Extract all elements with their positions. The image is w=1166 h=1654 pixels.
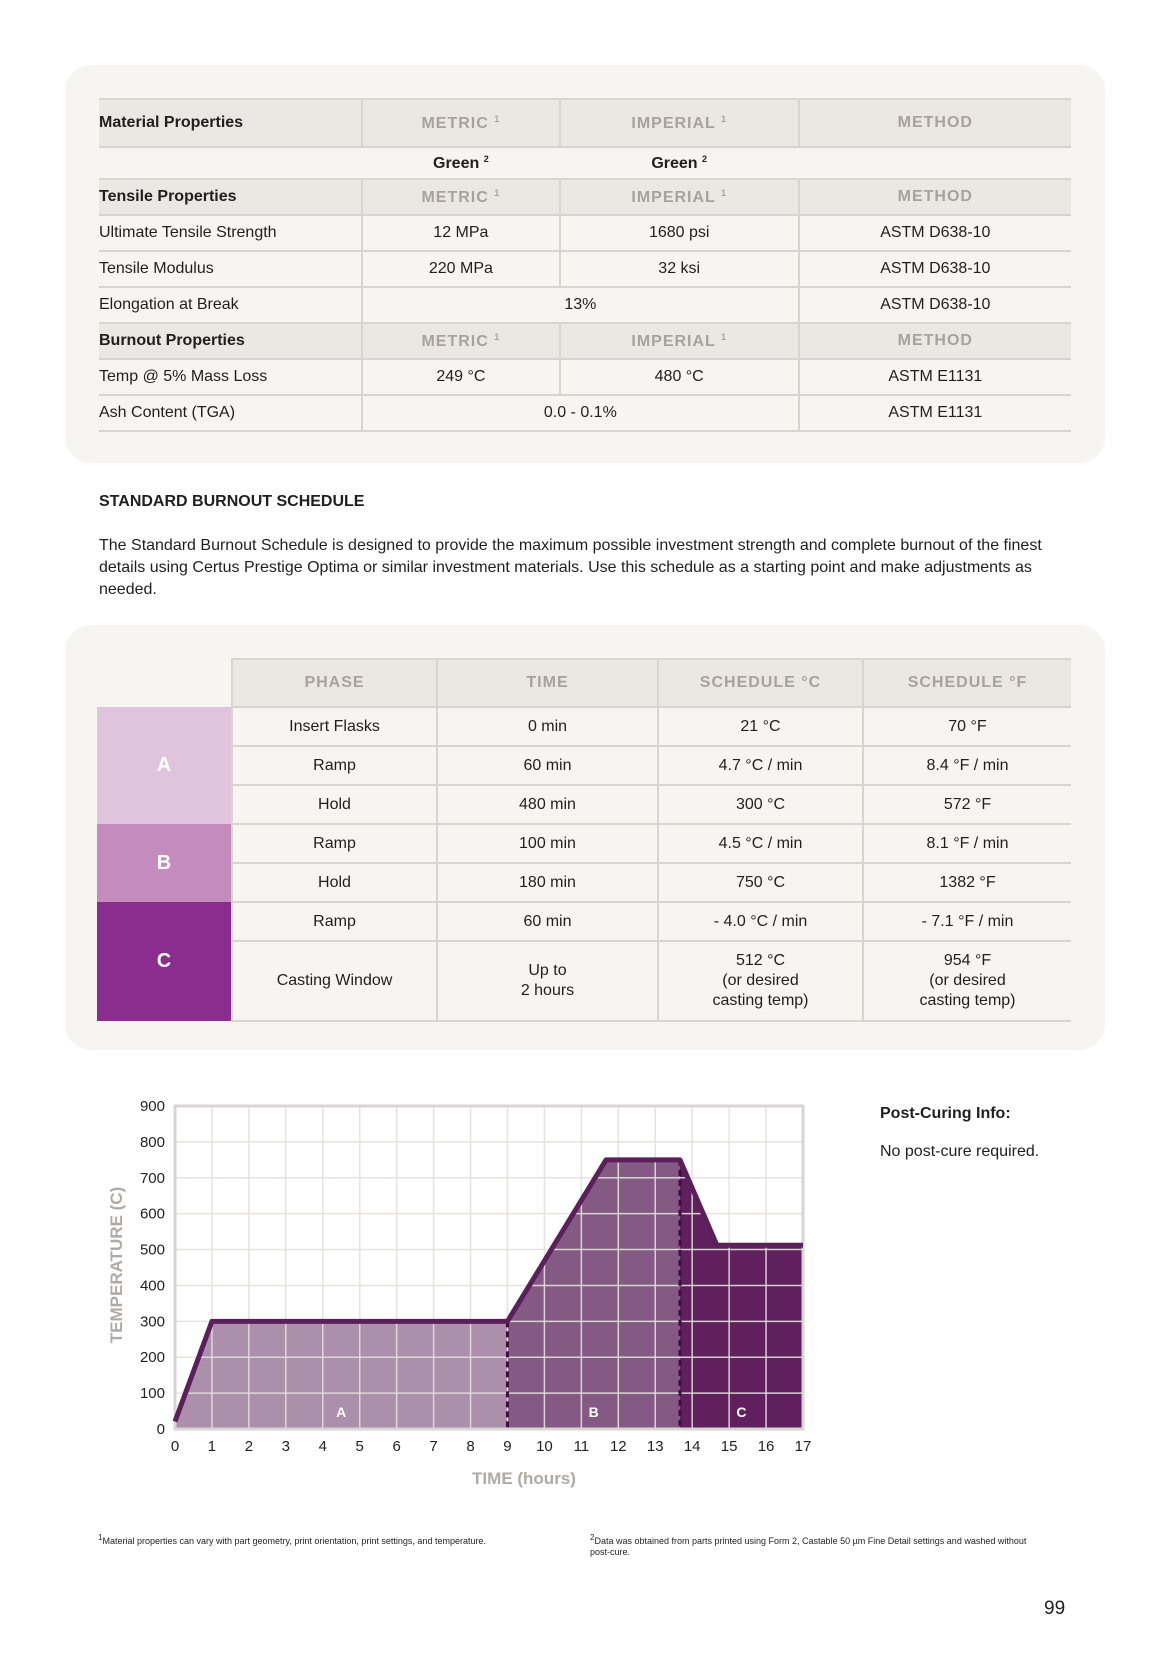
x-tick-label: 12	[610, 1438, 627, 1455]
phase-b-cell: B	[97, 824, 232, 902]
x-tick-label: 1	[208, 1438, 216, 1455]
x-axis-label: TIME (hours)	[472, 1469, 576, 1488]
header-imperial: IMPERIAL 1	[558, 98, 799, 148]
tensile-header-label: Tensile Properties	[99, 179, 362, 216]
col-schedule-f: SCHEDULE °F	[862, 658, 1071, 708]
region-c-area	[679, 1159, 803, 1429]
table-row: B Ramp 100 min 4.5 °C / min 8.1 °F / min	[97, 824, 1071, 902]
header-label: Material Properties	[99, 98, 362, 148]
table-row: Hold 180 min 750 °C 1382 °F	[97, 863, 1071, 903]
y-tick-label: 400	[140, 1277, 165, 1294]
post-curing-text: No post-cure required.	[880, 1143, 1040, 1160]
x-tick-label: 0	[171, 1438, 179, 1455]
col-phase: PHASE	[231, 658, 437, 708]
x-tick-label: 4	[319, 1438, 327, 1455]
table-row: C Ramp 60 min - 4.0 °C / min - 7.1 °F / …	[97, 902, 1071, 1021]
header-method: METHOD	[797, 98, 1071, 148]
table-row: Ultimate Tensile Strength 12 MPa 1680 ps…	[99, 215, 1071, 252]
x-tick-label: 7	[429, 1438, 437, 1455]
table-header-row: PHASE TIME SCHEDULE °C SCHEDULE °F	[97, 658, 1071, 708]
region-label: C	[736, 1404, 746, 1420]
burnout-header-row: Burnout Properties METRIC 1 IMPERIAL 1 M…	[99, 323, 1071, 360]
burnout-schedule-table: PHASE TIME SCHEDULE °C SCHEDULE °F A Ins…	[97, 658, 1071, 1022]
table-header-row: Material Properties METRIC 1 IMPERIAL 1 …	[99, 98, 1071, 148]
material-properties-table: Material Properties METRIC 1 IMPERIAL 1 …	[99, 98, 1071, 432]
table-row: Hold 480 min 300 °C 572 °F	[97, 785, 1071, 825]
green-row: Green 2 Green 2	[99, 147, 1071, 179]
x-tick-label: 17	[795, 1438, 812, 1455]
table-row: Casting Window Up to 2 hours 512 °C (or de…	[97, 941, 1071, 1022]
y-tick-label: 500	[140, 1242, 165, 1259]
y-tick-label: 600	[140, 1206, 165, 1223]
x-tick-label: 5	[356, 1438, 364, 1455]
region-label: A	[336, 1404, 346, 1420]
footnote-1: 1Material properties can vary with part …	[98, 1533, 486, 1546]
tensile-header-row: Tensile Properties METRIC 1 IMPERIAL 1 M…	[99, 179, 1071, 216]
x-tick-label: 13	[647, 1438, 664, 1455]
burnout-header-label: Burnout Properties	[99, 323, 362, 360]
region-b-area	[507, 1159, 680, 1429]
x-tick-label: 8	[466, 1438, 474, 1455]
header-metric: METRIC 1	[361, 98, 560, 148]
table-row: Ash Content (TGA) 0.0 - 0.1% ASTM E1131	[99, 395, 1071, 432]
y-axis-label: TEMPERATURE (C)	[107, 1187, 126, 1343]
y-tick-label: 300	[140, 1313, 165, 1330]
y-tick-label: 100	[140, 1385, 165, 1402]
region-a-area	[175, 1321, 508, 1429]
y-tick-label: 900	[140, 1098, 165, 1115]
x-tick-label: 15	[721, 1438, 738, 1455]
x-tick-label: 3	[282, 1438, 290, 1455]
x-tick-label: 2	[245, 1438, 253, 1455]
y-tick-label: 700	[140, 1170, 165, 1187]
plot-frame	[173, 1104, 805, 1431]
col-schedule-c: SCHEDULE °C	[657, 658, 863, 708]
series-line	[172, 1157, 803, 1423]
y-tick-label: 0	[157, 1421, 165, 1438]
green-imperial: Green 2	[651, 153, 708, 172]
post-curing-title: Post-Curing Info:	[880, 1105, 1011, 1122]
schedule-title: STANDARD BURNOUT SCHEDULE	[99, 493, 365, 510]
x-tick-label: 16	[758, 1438, 775, 1455]
x-tick-label: 6	[392, 1438, 400, 1455]
table-row: Temp @ 5% Mass Loss 249 °C 480 °C ASTM E…	[99, 359, 1071, 396]
material-properties-panel: Material Properties METRIC 1 IMPERIAL 1 …	[65, 65, 1105, 463]
schedule-description: The Standard Burnout Schedule is designe…	[99, 537, 1042, 598]
phase-c-cell: C	[97, 902, 232, 1021]
phase-a-cell: A	[97, 707, 232, 824]
table-row: Ramp 60 min 4.7 °C / min 8.4 °F / min	[97, 746, 1071, 786]
green-metric: Green 2	[433, 153, 489, 172]
table-row: A Insert Flasks 0 min 21 °C 70 °F	[97, 707, 1071, 824]
x-tick-label: 11	[574, 1438, 590, 1455]
x-tick-label: 9	[503, 1438, 511, 1455]
y-tick-label: 200	[140, 1349, 165, 1366]
table-row: Tensile Modulus 220 MPa 32 ksi ASTM D638…	[99, 251, 1071, 288]
col-time: TIME	[436, 658, 658, 708]
table-row: Elongation at Break 13% ASTM D638-10	[99, 287, 1071, 324]
burnout-schedule-panel: PHASE TIME SCHEDULE °C SCHEDULE °F A Ins…	[65, 625, 1105, 1050]
x-tick-label: 14	[684, 1438, 701, 1455]
region-label: B	[589, 1404, 599, 1420]
page-number: 99	[1044, 1598, 1066, 1619]
footnote-2: 2Data was obtained from parts printed us…	[590, 1533, 1027, 1557]
x-tick-label: 10	[536, 1438, 553, 1455]
y-tick-label: 800	[140, 1134, 165, 1151]
